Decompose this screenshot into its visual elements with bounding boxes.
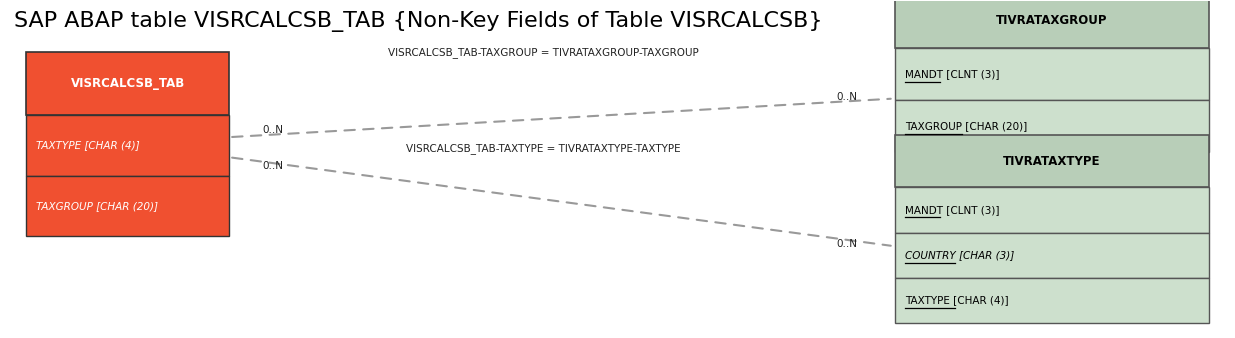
FancyBboxPatch shape	[894, 233, 1209, 278]
FancyBboxPatch shape	[26, 176, 230, 236]
Text: TIVRATAXTYPE: TIVRATAXTYPE	[1003, 155, 1100, 168]
FancyBboxPatch shape	[894, 278, 1209, 323]
Text: 0..N: 0..N	[263, 161, 284, 171]
Text: VISRCALCSB_TAB: VISRCALCSB_TAB	[70, 77, 185, 90]
Text: TAXTYPE [CHAR (4)]: TAXTYPE [CHAR (4)]	[904, 295, 1008, 306]
Text: COUNTRY [CHAR (3)]: COUNTRY [CHAR (3)]	[904, 250, 1014, 260]
Text: 0..N: 0..N	[263, 125, 284, 136]
Text: TIVRATAXGROUP: TIVRATAXGROUP	[997, 14, 1108, 27]
FancyBboxPatch shape	[894, 48, 1209, 100]
FancyBboxPatch shape	[26, 52, 230, 115]
Text: MANDT [CLNT (3)]: MANDT [CLNT (3)]	[904, 69, 999, 79]
Text: MANDT [CLNT (3)]: MANDT [CLNT (3)]	[904, 205, 999, 215]
FancyBboxPatch shape	[26, 115, 230, 176]
Text: VISRCALCSB_TAB-TAXTYPE = TIVRATAXTYPE-TAXTYPE: VISRCALCSB_TAB-TAXTYPE = TIVRATAXTYPE-TA…	[406, 143, 680, 154]
FancyBboxPatch shape	[894, 188, 1209, 233]
Text: 0..N: 0..N	[837, 92, 858, 102]
Text: TAXGROUP [CHAR (20)]: TAXGROUP [CHAR (20)]	[904, 121, 1026, 131]
Text: TAXTYPE [CHAR (4)]: TAXTYPE [CHAR (4)]	[36, 141, 140, 150]
FancyBboxPatch shape	[894, 100, 1209, 152]
Text: SAP ABAP table VISRCALCSB_TAB {Non-Key Fields of Table VISRCALCSB}: SAP ABAP table VISRCALCSB_TAB {Non-Key F…	[14, 11, 823, 32]
FancyBboxPatch shape	[894, 136, 1209, 188]
FancyBboxPatch shape	[894, 0, 1209, 48]
Text: 0..N: 0..N	[837, 239, 858, 249]
Text: VISRCALCSB_TAB-TAXGROUP = TIVRATAXGROUP-TAXGROUP: VISRCALCSB_TAB-TAXGROUP = TIVRATAXGROUP-…	[388, 47, 699, 58]
Text: TAXGROUP [CHAR (20)]: TAXGROUP [CHAR (20)]	[36, 201, 158, 211]
